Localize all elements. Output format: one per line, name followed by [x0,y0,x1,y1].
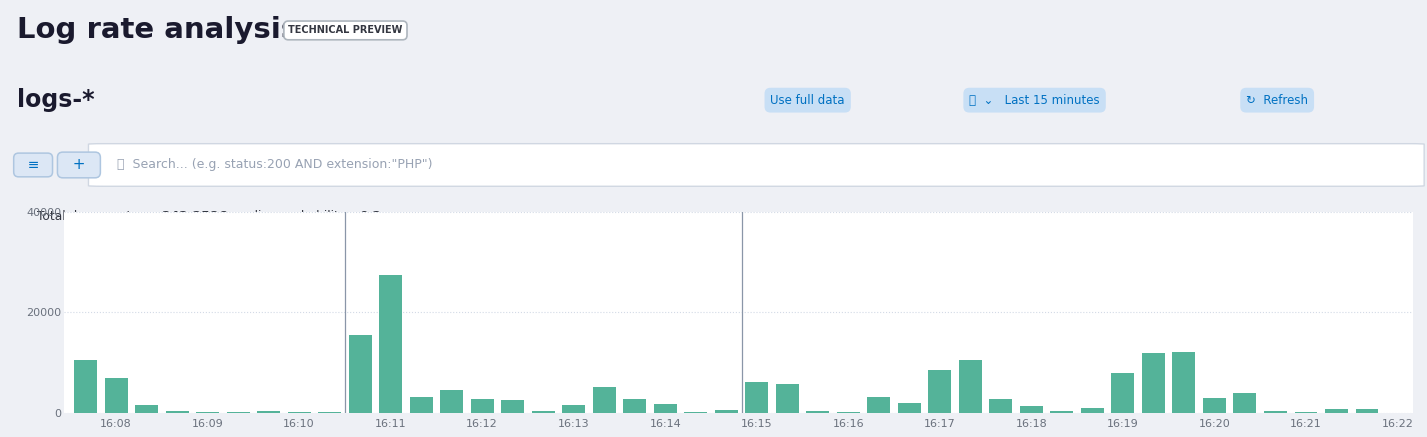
Text: TECHNICAL PREVIEW: TECHNICAL PREVIEW [288,25,402,35]
Bar [715,410,738,413]
Text: ≡: ≡ [19,158,47,172]
Bar [348,335,371,413]
Bar [380,275,402,413]
Text: Use full data: Use full data [771,94,845,107]
Bar [1203,398,1226,413]
Bar [227,412,250,413]
Bar [624,399,646,413]
Text: Log rate analysis: Log rate analysis [17,17,298,45]
Bar [1294,412,1317,413]
Bar [104,378,127,413]
Bar [868,397,890,413]
Text: 242,258: 242,258 [161,210,218,223]
Bar [1050,411,1073,413]
Bar [257,411,280,413]
Bar [776,384,799,413]
Bar [166,411,188,413]
Bar [685,412,708,413]
Bar [441,390,464,413]
Bar [836,412,859,413]
Text: Total documents:: Total documents: [37,210,146,223]
Bar [1326,409,1349,413]
Bar [898,403,920,413]
Bar [1356,409,1378,413]
Text: +: + [63,157,96,173]
Bar [318,412,341,413]
Bar [1112,373,1134,413]
Bar [288,412,311,413]
Text: 🔍  Search... (e.g. status:200 AND extension:"PHP"): 🔍 Search... (e.g. status:200 AND extensi… [117,159,432,171]
Text: 0.2: 0.2 [360,210,381,223]
Bar [532,411,555,413]
Bar [1080,408,1104,413]
Bar [1264,411,1287,413]
Bar [654,404,676,413]
Text: 📅  ⌄   Last 15 minutes: 📅 ⌄ Last 15 minutes [969,94,1100,107]
Bar [592,387,615,413]
Bar [989,399,1012,413]
Text: Sampling probability:: Sampling probability: [213,210,354,223]
Bar [1173,352,1196,413]
Text: ↻  Refresh: ↻ Refresh [1246,94,1309,107]
Bar [562,405,585,413]
Bar [1233,393,1256,413]
Bar [806,411,829,413]
Bar [136,406,158,413]
FancyBboxPatch shape [88,144,1424,186]
Bar [195,412,220,413]
Bar [471,399,494,413]
Bar [1020,406,1043,413]
Bar [929,370,952,413]
Bar [74,360,97,413]
Text: logs-*: logs-* [17,88,94,112]
Bar [745,382,768,413]
Bar [959,360,982,413]
Bar [410,397,432,413]
Bar [1142,353,1164,413]
Bar [501,400,524,413]
